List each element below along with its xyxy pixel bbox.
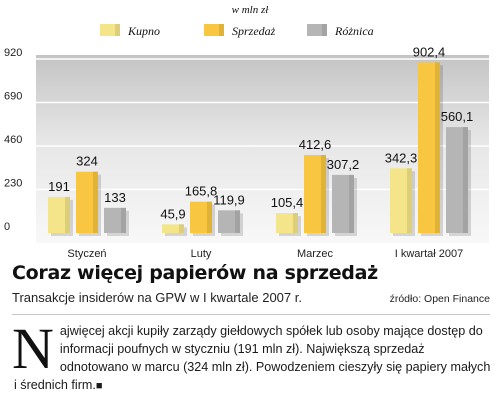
bar-edge	[407, 168, 412, 233]
value-label: 902,4	[413, 44, 446, 59]
source-note: źródło: Open Finance	[389, 293, 490, 305]
drop-cap: N	[12, 316, 54, 381]
bar	[162, 224, 184, 233]
bar-edge	[349, 174, 354, 233]
bar-edge	[235, 210, 240, 233]
value-label: 560,1	[441, 109, 474, 124]
value-label: 105,4	[271, 195, 304, 210]
bar-chart: 0 230 460 690 920 Styczeń Luty Marzec I kwartał …	[4, 4, 489, 260]
value-label: 133	[104, 190, 126, 205]
value-label: 191	[48, 179, 70, 194]
category-label: I kwartał 2007	[395, 248, 463, 260]
value-label: 119,9	[213, 192, 245, 207]
legend-swatch-edge	[219, 24, 224, 36]
legend-label: Sprzedaż	[232, 24, 276, 38]
bar	[76, 171, 98, 233]
legend-swatch-edge	[115, 24, 120, 36]
bar	[446, 127, 468, 233]
bar	[48, 196, 70, 233]
bar	[304, 154, 326, 233]
value-label: 412,6	[299, 137, 332, 152]
bar	[390, 168, 412, 233]
article-body: ajwięcej akcji kupiły zarządy giełdowych…	[14, 324, 491, 392]
chart-headline: Coraz więcej papierów na sprzedaż	[12, 262, 378, 284]
bar-edge	[65, 196, 70, 233]
bar-edge	[179, 224, 184, 233]
category-label: Styczeń	[67, 248, 106, 260]
bar	[276, 213, 298, 233]
legend-label: Różnica	[334, 24, 374, 38]
bar	[104, 207, 126, 233]
bar-edge	[121, 207, 126, 233]
bar	[332, 174, 354, 233]
bar-edge	[293, 213, 298, 233]
bar-edge	[463, 127, 468, 233]
bar	[190, 201, 212, 233]
bar	[418, 62, 440, 233]
value-label: 165,8	[185, 184, 218, 199]
value-label: 342,3	[385, 150, 418, 165]
category-label: Marzec	[297, 248, 334, 260]
y-tick-label: 460	[4, 134, 22, 146]
legend-swatch-edge	[322, 24, 327, 36]
y-tick-label: 920	[4, 47, 22, 59]
chart-subheadline: Transakcje insiderów na GPW w I kwartale…	[12, 290, 302, 305]
y-tick-label: 690	[4, 91, 22, 103]
bar-edge	[321, 154, 326, 233]
legend-label: Kupno	[127, 24, 160, 38]
unit-label: w mln zł	[232, 4, 270, 16]
value-label: 324	[76, 154, 98, 169]
end-mark: ■	[95, 380, 103, 392]
y-tick-label: 230	[4, 178, 22, 190]
value-label: 307,2	[327, 157, 360, 172]
value-label: 45,9	[160, 206, 185, 221]
bar-edge	[93, 171, 98, 233]
bar-edge	[207, 201, 212, 233]
y-tick-label: 0	[4, 221, 10, 233]
bar-edge	[435, 62, 440, 233]
category-label: Luty	[191, 248, 212, 260]
bar	[218, 210, 240, 233]
divider	[12, 314, 490, 315]
